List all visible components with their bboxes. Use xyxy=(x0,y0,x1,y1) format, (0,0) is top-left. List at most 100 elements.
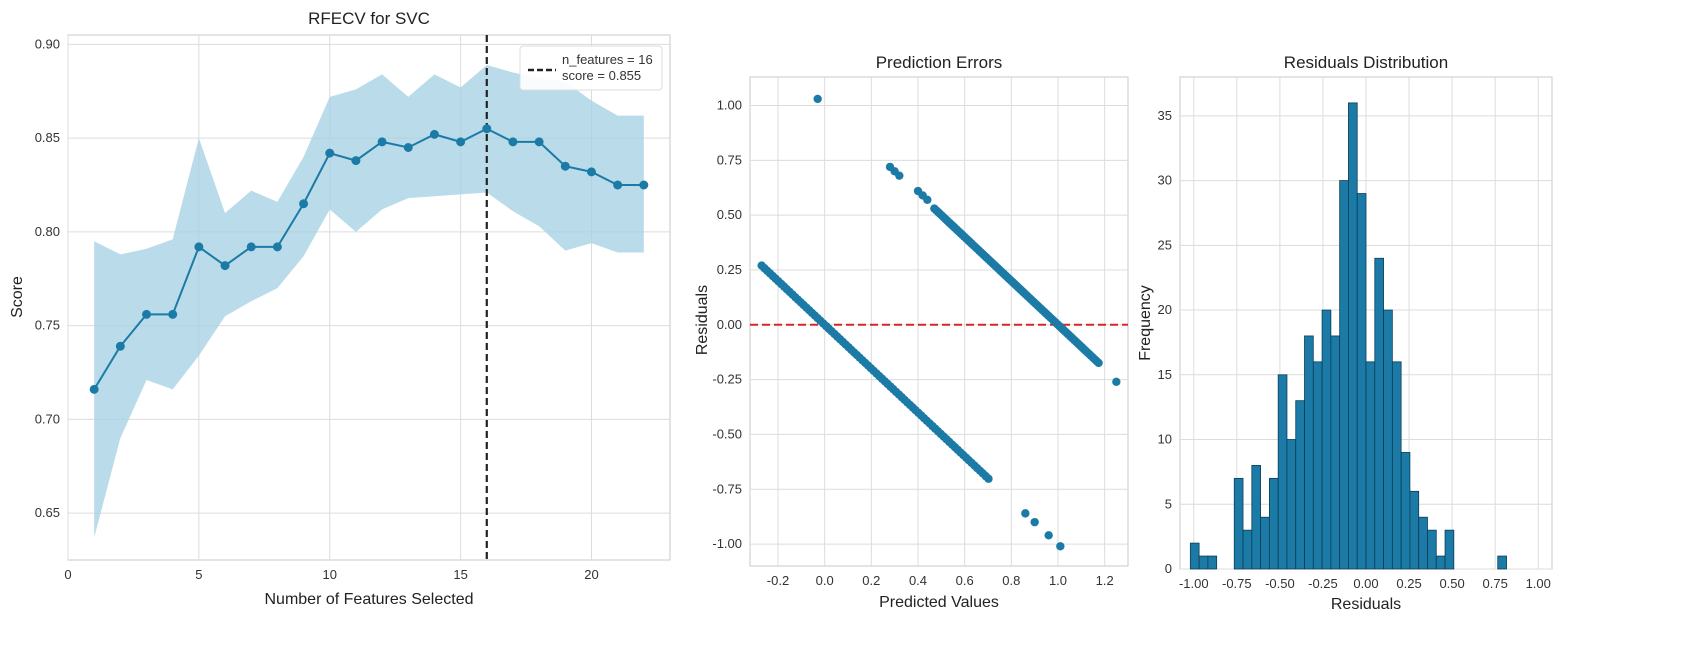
histogram-bar xyxy=(1418,516,1428,570)
rfecv-score-point xyxy=(613,180,623,190)
rfecv-score-point xyxy=(403,143,413,152)
rfecv-score-point xyxy=(246,242,256,252)
x-tick-label: 0.0 xyxy=(816,573,834,588)
rfecv-score-point xyxy=(508,137,518,147)
x-tick-label: 0.50 xyxy=(1439,576,1464,591)
rfecv-ylabel: Score xyxy=(9,276,26,318)
rfecv-score-point xyxy=(560,161,570,171)
x-tick-label: 0 xyxy=(64,567,71,582)
y-tick-label: 0.90 xyxy=(35,36,60,51)
x-tick-label: -0.75 xyxy=(1222,576,1252,591)
y-tick-label: 15 xyxy=(1158,367,1172,382)
histogram-bar xyxy=(1207,555,1218,570)
histogram-bar xyxy=(1198,555,1209,570)
y-tick-label: 0.65 xyxy=(35,505,60,520)
rfecv-score-point xyxy=(377,137,387,147)
histogram-bar xyxy=(1251,465,1261,570)
prediction-errors-chart: -0.2 0.0 0.2 0.4 0.6 0.8 1.0 1.2 -1.00 -0.75 -0.50… xyxy=(694,53,1129,611)
histogram-bar xyxy=(1444,529,1455,570)
residual-point xyxy=(1056,542,1065,551)
histogram-bar xyxy=(1427,529,1437,570)
histogram-bar xyxy=(1374,257,1384,570)
rfecv-xlabel: Number of Features Selected xyxy=(265,591,474,608)
y-tick-label: 0.50 xyxy=(717,207,742,222)
histogram-bar xyxy=(1497,555,1507,570)
x-tick-label: 20 xyxy=(584,567,598,582)
residual-point xyxy=(813,94,822,104)
y-tick-label: 35 xyxy=(1158,108,1172,123)
residuals-distribution-chart: -1.00 -0.75 -0.50 -0.25 0.00 0.25 0.50 0.75 1.00… xyxy=(1137,53,1553,613)
rfecv-score-point xyxy=(586,167,596,177)
rfecv-score-point xyxy=(429,129,439,139)
residual-point xyxy=(1030,517,1039,527)
rfecv-score-point xyxy=(220,261,230,271)
rfecv-score-point xyxy=(325,148,335,158)
x-tick-label: 5 xyxy=(195,567,202,582)
rfecv-score-point xyxy=(351,156,361,166)
histogram-bar xyxy=(1260,516,1270,570)
legend-text-score: score = 0.855 xyxy=(562,68,641,83)
residual-point xyxy=(1112,377,1121,387)
y-tick-label: 0.85 xyxy=(35,130,60,145)
residual-point xyxy=(984,474,993,483)
y-tick-label: 0.70 xyxy=(35,411,60,426)
histogram-bar xyxy=(1356,193,1367,570)
rfecv-score-point xyxy=(194,242,204,252)
prediction-errors-xlabel: Predicted Values xyxy=(879,594,999,611)
histogram-bar xyxy=(1348,102,1358,570)
residuals-title: Residuals Distribution xyxy=(1284,53,1448,72)
histogram-bar xyxy=(1277,374,1288,570)
y-tick-label: -0.25 xyxy=(712,372,742,387)
rfecv-score-line xyxy=(93,127,644,390)
y-tick-label: 20 xyxy=(1158,302,1172,317)
histogram-bar xyxy=(1435,555,1446,570)
histogram-bar xyxy=(1339,180,1349,570)
legend-box xyxy=(519,45,663,91)
y-tick-label: 5 xyxy=(1165,496,1172,511)
residual-point xyxy=(1021,509,1030,518)
x-tick-label: 1.0 xyxy=(1049,573,1067,588)
rfecv-chart: 0 5 10 15 20 0.65 0.70 0.75 0.80 0.85 0.90 n_featu… xyxy=(9,9,671,608)
rfecv-score-point xyxy=(456,137,466,147)
rfecv-score-band xyxy=(94,65,644,538)
residual-point xyxy=(923,195,932,204)
x-tick-label: 0.4 xyxy=(909,573,927,588)
histogram-bar xyxy=(1365,361,1376,570)
y-tick-label: 0 xyxy=(1165,561,1172,576)
y-tick-label: -1.00 xyxy=(712,536,742,551)
y-tick-label: -0.50 xyxy=(712,426,742,441)
x-tick-label: -0.25 xyxy=(1308,576,1338,591)
residuals-xlabel: Residuals xyxy=(1331,596,1401,613)
rfecv-score-point xyxy=(142,309,152,319)
histogram-bar xyxy=(1400,452,1411,570)
y-tick-label: 30 xyxy=(1158,173,1172,188)
rfecv-score-point xyxy=(534,137,544,147)
histogram-bar xyxy=(1330,335,1341,570)
y-tick-label: 0.00 xyxy=(717,317,742,332)
histogram-bar xyxy=(1242,529,1253,570)
y-tick-label: 25 xyxy=(1158,237,1172,252)
histogram-bar xyxy=(1391,361,1402,570)
y-tick-label: 0.75 xyxy=(35,318,60,333)
y-tick-label: -0.75 xyxy=(712,481,742,496)
residuals-ylabel: Frequency xyxy=(1137,285,1154,361)
rfecv-score-point xyxy=(299,199,309,209)
x-tick-label: 10 xyxy=(323,567,337,582)
histogram-bar xyxy=(1189,542,1200,570)
x-tick-label: 15 xyxy=(453,567,467,582)
prediction-errors-plot-area xyxy=(749,76,1129,567)
y-tick-label: 0.25 xyxy=(717,262,742,277)
y-tick-label: 1.00 xyxy=(717,98,742,113)
y-tick-label: 0.80 xyxy=(35,224,60,239)
histogram-bar xyxy=(1304,335,1314,570)
x-tick-label: 1.00 xyxy=(1526,576,1551,591)
histogram-bar xyxy=(1295,400,1305,570)
residual-point xyxy=(1044,531,1053,540)
rfecv-score-point xyxy=(89,384,99,394)
x-tick-label: 0.8 xyxy=(1002,573,1020,588)
prediction-errors-title: Prediction Errors xyxy=(876,53,1003,72)
x-tick-label: 0.6 xyxy=(956,573,974,588)
histogram-bar xyxy=(1268,477,1279,570)
histogram-bar xyxy=(1233,477,1244,570)
